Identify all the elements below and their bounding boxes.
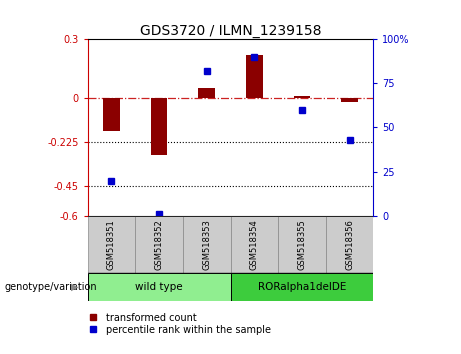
- Text: GSM518352: GSM518352: [154, 219, 164, 270]
- Text: GSM518353: GSM518353: [202, 219, 211, 270]
- Bar: [294, 96, 310, 98]
- Bar: [326, 216, 373, 273]
- Title: GDS3720 / ILMN_1239158: GDS3720 / ILMN_1239158: [140, 24, 321, 38]
- Bar: [135, 216, 183, 273]
- Text: wild type: wild type: [135, 282, 183, 292]
- Text: GSM518351: GSM518351: [107, 219, 116, 270]
- Bar: [103, 98, 120, 131]
- Bar: [230, 273, 373, 301]
- Text: RORalpha1delDE: RORalpha1delDE: [258, 282, 346, 292]
- Bar: [230, 216, 278, 273]
- Bar: [341, 98, 358, 102]
- Bar: [278, 216, 326, 273]
- Text: ▶: ▶: [71, 282, 79, 292]
- Bar: [151, 98, 167, 155]
- Bar: [246, 55, 263, 98]
- Bar: [88, 273, 230, 301]
- Legend: transformed count, percentile rank within the sample: transformed count, percentile rank withi…: [83, 313, 271, 335]
- Bar: [198, 88, 215, 98]
- Text: GSM518356: GSM518356: [345, 219, 354, 270]
- Text: GSM518354: GSM518354: [250, 219, 259, 270]
- Bar: [183, 216, 230, 273]
- Text: genotype/variation: genotype/variation: [5, 282, 97, 292]
- Bar: [88, 216, 135, 273]
- Text: GSM518355: GSM518355: [297, 219, 307, 270]
